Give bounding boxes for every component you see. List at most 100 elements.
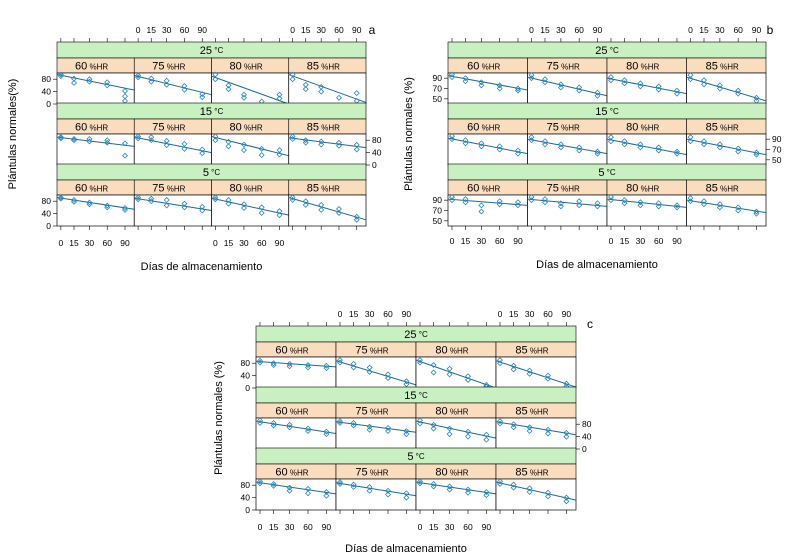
humidity-label: 60 %HR: [75, 122, 108, 134]
data-point: [323, 489, 330, 495]
data-point: [286, 360, 293, 367]
data-point: [276, 151, 283, 158]
data-point: [673, 150, 680, 157]
regression-line: [134, 197, 212, 211]
data-point: [687, 198, 694, 205]
data-point: [286, 487, 293, 494]
data-point: [621, 141, 628, 148]
data-point: [163, 142, 170, 149]
x-axis-label: Días de almacenamiento: [536, 259, 658, 271]
data-point: [163, 81, 170, 88]
data-point: [212, 133, 219, 140]
data-point: [462, 199, 469, 206]
humidity-value: 75: [355, 345, 367, 357]
data-point: [270, 422, 277, 429]
data-point: [449, 133, 455, 140]
y-tick-label: 70: [433, 206, 443, 216]
data-point: [276, 212, 283, 219]
data-point: [514, 202, 521, 209]
y-tick-label: 0: [245, 505, 250, 515]
data-point: [225, 196, 232, 203]
data-point: [687, 76, 694, 83]
plot-panel: [606, 194, 687, 227]
humidity-label: 60 %HR: [467, 183, 500, 195]
data-point: [258, 204, 265, 211]
data-point: [276, 95, 283, 102]
data-point: [478, 140, 485, 147]
data-point: [122, 152, 128, 159]
regression-line: [606, 77, 687, 95]
data-point: [430, 362, 437, 369]
y-tick-label: 40: [42, 209, 52, 219]
x-tick-label-top: 90: [197, 25, 207, 35]
data-point: [621, 197, 628, 204]
data-point: [71, 198, 77, 205]
data-point: [337, 419, 343, 426]
data-point: [528, 197, 535, 204]
data-point: [528, 194, 535, 201]
x-tick-label-top: 0: [498, 309, 503, 319]
x-tick-label-bottom: 30: [636, 236, 646, 246]
data-point: [135, 135, 142, 142]
data-point: [86, 201, 93, 208]
data-point: [716, 82, 723, 89]
data-point: [289, 194, 296, 201]
data-point: [594, 92, 601, 99]
temperature-label: 5 °C: [598, 167, 616, 179]
data-point: [71, 135, 77, 142]
y-axis-label: Plántulas normales(%): [7, 79, 19, 190]
data-point: [286, 421, 293, 428]
regression-line: [211, 75, 289, 105]
data-point: [608, 74, 614, 81]
data-point: [148, 198, 155, 205]
y-tick-label: 80: [42, 74, 52, 84]
data-point: [135, 194, 142, 201]
data-point: [199, 203, 206, 210]
y-tick-label: 40: [241, 493, 251, 503]
data-point: [510, 421, 517, 428]
data-point: [576, 84, 583, 91]
y-tick-label: 50: [433, 94, 443, 104]
data-point: [594, 203, 601, 210]
data-point: [57, 135, 64, 142]
x-tick-label-bottom: 30: [285, 522, 295, 532]
plot-panel: [211, 194, 290, 227]
x-tick-label-top: 15: [349, 309, 359, 319]
regression-line: [335, 360, 417, 386]
data-point: [417, 359, 423, 366]
regression-line: [527, 76, 608, 97]
data-point: [563, 494, 570, 501]
x-tick-label-bottom: 30: [445, 522, 455, 532]
data-point: [753, 149, 760, 156]
regression-line: [56, 74, 135, 91]
data-point: [478, 202, 485, 209]
regression-line: [686, 138, 767, 156]
data-point: [430, 483, 437, 490]
temperature-label: 15 °C: [200, 106, 224, 118]
data-point: [753, 208, 760, 215]
data-point: [258, 210, 265, 216]
data-point: [350, 484, 357, 491]
data-point: [122, 206, 128, 213]
data-point: [257, 478, 263, 485]
data-point: [608, 77, 614, 84]
humidity-unit: %HR: [165, 185, 186, 194]
data-point: [430, 421, 437, 428]
humidity-value: 60: [467, 61, 479, 73]
humidity-label: 85 %HR: [307, 122, 340, 134]
x-tick-label-top: 60: [543, 309, 553, 319]
temperature-unit: °C: [417, 330, 428, 339]
data-point: [366, 423, 373, 430]
data-point: [496, 146, 503, 153]
x-tick-label-bottom: 90: [513, 236, 523, 246]
data-point: [563, 433, 570, 440]
data-point: [446, 365, 453, 372]
data-point: [258, 152, 265, 159]
data-point: [71, 137, 77, 144]
x-tick-label-bottom: 60: [303, 522, 313, 532]
data-point: [350, 364, 357, 371]
humidity-label: 75 %HR: [355, 406, 388, 418]
x-tick-label-bottom: 90: [120, 238, 130, 248]
data-point: [403, 494, 410, 501]
data-point: [417, 417, 423, 424]
